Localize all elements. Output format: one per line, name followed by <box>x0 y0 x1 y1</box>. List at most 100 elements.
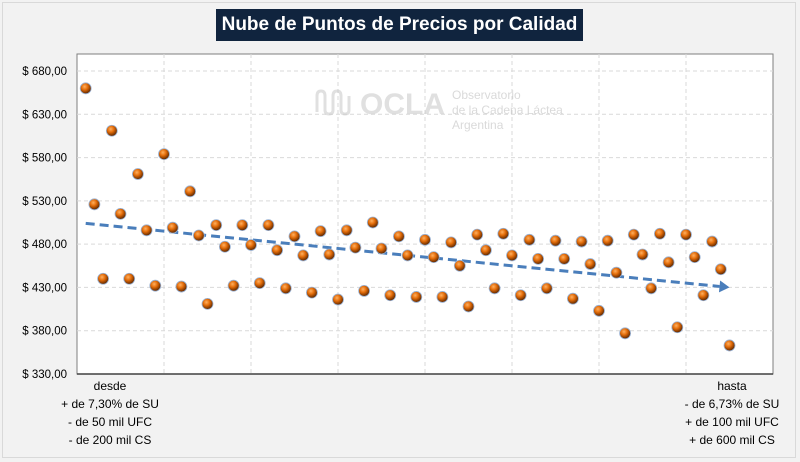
data-point <box>97 272 109 285</box>
data-point <box>636 248 649 261</box>
data-point <box>358 284 371 297</box>
data-point <box>279 282 292 295</box>
data-point <box>427 251 440 264</box>
data-point <box>384 289 397 302</box>
data-point <box>201 297 214 310</box>
data-point <box>697 289 710 302</box>
data-point <box>688 251 701 264</box>
data-point <box>575 235 588 248</box>
data-point <box>558 252 571 265</box>
y-tick-label: $ 580,00 <box>22 153 67 165</box>
data-point <box>627 228 640 241</box>
chart-frame <box>2 2 796 458</box>
y-tick-label: $ 530,00 <box>22 196 67 208</box>
watermark-line: Argentina <box>452 118 504 132</box>
data-point <box>506 249 518 262</box>
y-tick-label: $ 380,00 <box>22 326 67 338</box>
right-label-line: + de 100 mil UFC <box>685 415 779 429</box>
data-point <box>523 233 536 246</box>
data-point <box>619 327 631 340</box>
data-point <box>131 168 144 180</box>
y-tick-label: $ 630,00 <box>22 109 67 121</box>
data-point <box>236 219 249 231</box>
data-point <box>140 224 153 237</box>
right-label-line: - de 6,73% de SU <box>684 397 780 411</box>
data-point <box>436 291 449 303</box>
trend-line <box>85 221 720 288</box>
left-label-line: - de 50 mil UFC <box>67 415 153 429</box>
right-label-line: + de 600 mil CS <box>689 433 775 447</box>
data-point <box>297 249 310 262</box>
data-point <box>645 282 658 295</box>
data-point <box>366 216 379 229</box>
data-point <box>349 241 362 254</box>
data-point <box>654 227 666 240</box>
data-point <box>497 227 510 240</box>
trend-arrowhead <box>718 280 730 293</box>
data-point <box>680 228 692 241</box>
data-point <box>105 124 118 137</box>
data-point <box>184 185 197 198</box>
data-point <box>149 279 162 292</box>
data-point <box>271 244 284 257</box>
data-point <box>488 282 501 295</box>
chart-title: Nube de Puntos de Precios por Calidad <box>216 9 583 41</box>
data-point <box>218 240 231 253</box>
data-point <box>601 234 614 247</box>
data-point <box>540 282 553 295</box>
data-point <box>158 148 170 161</box>
data-point <box>192 229 205 242</box>
data-point <box>514 289 527 302</box>
data-point <box>471 228 484 241</box>
data-point <box>79 82 92 95</box>
data-point <box>445 236 458 249</box>
data-point <box>706 235 718 248</box>
data-point <box>549 234 562 247</box>
data-point <box>253 277 266 290</box>
data-point <box>479 244 492 257</box>
watermark-line: de la Cadena Láctea <box>452 103 563 117</box>
data-point <box>288 230 301 243</box>
data-point <box>662 256 675 269</box>
data-point <box>567 292 579 305</box>
data-point <box>610 266 623 279</box>
y-tick-label: $ 480,00 <box>22 239 67 251</box>
y-tick-label: $ 680,00 <box>22 66 67 78</box>
data-point <box>453 259 466 272</box>
left-label-line: desde <box>93 379 127 393</box>
data-point <box>593 304 605 317</box>
data-point <box>723 339 736 352</box>
data-point <box>332 293 344 306</box>
data-point <box>714 263 727 276</box>
ocla-watermark: OCLA Observatorio de la Cadena Láctea Ar… <box>315 88 563 132</box>
data-point <box>401 249 414 262</box>
data-point <box>584 258 597 270</box>
y-tick-label: $ 430,00 <box>22 282 67 294</box>
data-point <box>375 242 388 255</box>
data-point <box>671 321 684 334</box>
data-point <box>210 219 223 231</box>
data-point <box>123 272 136 285</box>
data-point <box>323 248 336 261</box>
data-point <box>227 279 240 292</box>
data-point <box>532 252 544 265</box>
data-point <box>245 239 257 251</box>
data-point <box>305 286 318 299</box>
data-point <box>166 221 179 234</box>
data-point <box>114 207 127 220</box>
data-point <box>392 230 405 243</box>
data-point <box>262 219 275 231</box>
data-point <box>419 233 431 246</box>
x-axis-right-label: hasta - de 6,73% de SU + de 100 mil UFC … <box>668 377 796 449</box>
left-label-line: + de 7,30% de SU <box>61 397 159 411</box>
y-tick-label: $ 330,00 <box>22 369 67 381</box>
data-point <box>175 280 188 293</box>
data-point <box>462 300 475 313</box>
logo-ocla: OCLA <box>360 88 445 121</box>
left-label-line: - de 200 mil CS <box>68 433 152 447</box>
right-label-line: hasta <box>717 379 747 393</box>
data-point <box>410 291 423 303</box>
logo-waves-icon <box>315 89 351 116</box>
data-point <box>314 225 327 238</box>
